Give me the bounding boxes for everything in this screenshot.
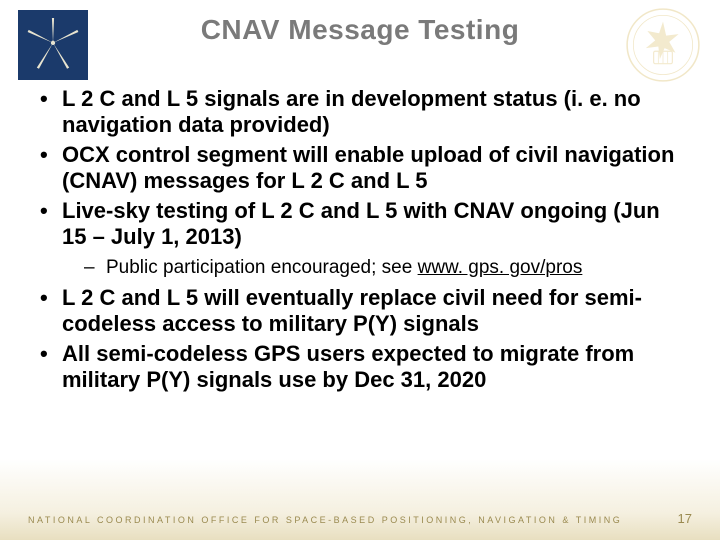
bullet-text: Live-sky testing of L 2 C and L 5 with C… xyxy=(62,198,660,249)
bullet-list: L 2 C and L 5 signals are in development… xyxy=(38,86,688,393)
slide-body: L 2 C and L 5 signals are in development… xyxy=(38,86,688,397)
bullet-item: OCX control segment will enable upload o… xyxy=(38,142,688,194)
bullet-item: All semi-codeless GPS users expected to … xyxy=(38,341,688,393)
footer: NATIONAL COORDINATION OFFICE FOR SPACE-B… xyxy=(28,511,692,526)
slide: CNAV Message Testing L 2 C and L 5 signa… xyxy=(0,0,720,540)
bullet-text: L 2 C and L 5 signals are in development… xyxy=(62,86,641,137)
bullet-text: L 2 C and L 5 will eventually replace ci… xyxy=(62,285,642,336)
slide-title: CNAV Message Testing xyxy=(0,14,720,46)
sub-bullet-item: Public participation encouraged; see www… xyxy=(62,256,688,280)
bullet-text: OCX control segment will enable upload o… xyxy=(62,142,674,193)
bullet-item: L 2 C and L 5 signals are in development… xyxy=(38,86,688,138)
sub-bullet-prefix: Public participation encouraged; see xyxy=(106,257,418,278)
sub-bullet-list: Public participation encouraged; see www… xyxy=(62,256,688,280)
bullet-text: All semi-codeless GPS users expected to … xyxy=(62,341,634,392)
bullet-item: Live-sky testing of L 2 C and L 5 with C… xyxy=(38,198,688,280)
link[interactable]: www. gps. gov/pros xyxy=(418,257,583,278)
page-number: 17 xyxy=(678,511,692,526)
footer-text: NATIONAL COORDINATION OFFICE FOR SPACE-B… xyxy=(28,515,622,525)
bullet-item: L 2 C and L 5 will eventually replace ci… xyxy=(38,285,688,337)
